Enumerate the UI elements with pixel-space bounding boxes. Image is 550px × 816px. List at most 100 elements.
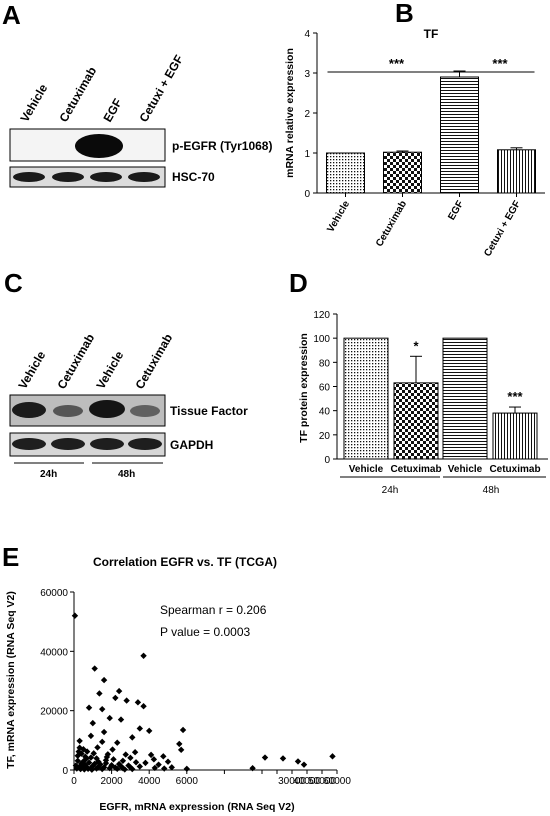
scatter-point — [74, 757, 81, 765]
scatter-point — [150, 756, 158, 763]
panel-letter-b: B — [395, 0, 414, 28]
chart-e: E Correlation EGFR vs. TF (TCGA)020000400… — [2, 542, 351, 813]
scatter-point — [127, 764, 134, 771]
scatter-point — [76, 763, 83, 770]
scatter-point — [95, 758, 102, 765]
scatter-point — [81, 766, 88, 773]
bar — [497, 149, 536, 194]
scatter-point — [104, 751, 112, 758]
scatter-point — [82, 761, 89, 769]
x-axis-label: EGFR, mRNA expression (RNA Seq V2) — [99, 801, 294, 813]
scatter-point — [136, 763, 143, 770]
scatter-point — [96, 690, 103, 697]
scatter-point — [93, 755, 100, 762]
panel-letter-a: A — [2, 0, 21, 30]
x-tick-label: Vehicle — [349, 464, 384, 475]
scatter-point — [75, 748, 82, 755]
p-egfr-band — [75, 134, 123, 158]
x-tick-label: 40000 — [293, 776, 321, 787]
blot-label-hsc70: HSC-70 — [172, 170, 215, 184]
panel-letter-e: E — [2, 542, 19, 572]
scatter-point — [100, 764, 108, 771]
scatter-point — [161, 765, 168, 772]
blot-label-gapdh: GAPDH — [170, 438, 213, 452]
bar — [492, 412, 538, 460]
y-tick-label: 0 — [304, 189, 310, 200]
x-tick-label: 60000 — [323, 776, 351, 787]
x-tick-label: Cetuximab — [489, 464, 540, 475]
y-tick-label: 40000 — [40, 647, 68, 658]
scatter-point — [164, 758, 172, 765]
hsc70-band — [90, 172, 122, 182]
group-label: 24h — [382, 485, 399, 496]
scatter-point — [87, 754, 95, 761]
time-label-24h: 24h — [40, 469, 57, 480]
scatter-point — [71, 612, 79, 619]
hsc70-band — [52, 172, 84, 182]
x-tick-label: Vehicle — [448, 464, 483, 475]
scatter-point — [89, 762, 96, 770]
y-axis-label: TF, mRNA expression (RNA Seq V2) — [5, 591, 17, 769]
scatter-point — [115, 687, 123, 695]
scatter-point — [76, 737, 83, 745]
bar-significance-label: * — [413, 338, 419, 353]
x-tick-label: Cetuximab — [374, 199, 409, 249]
significance-label: *** — [389, 56, 405, 71]
x-tick-label: Cetuxi + EGF — [482, 199, 523, 259]
panel-letter-d: D — [289, 268, 308, 298]
scatter-point — [73, 765, 81, 772]
bar — [440, 76, 479, 194]
scatter-point — [94, 744, 101, 751]
scatter-point — [72, 762, 80, 769]
bar — [326, 152, 365, 194]
y-tick-label: 0 — [62, 766, 68, 777]
scatter-point — [77, 765, 84, 773]
scatter-point — [89, 719, 96, 727]
chart-b: B TF 0 1 2 3 4 mRNA relative expression Vehicle C… — [284, 0, 545, 259]
scatter-point — [106, 765, 113, 772]
tf-band — [89, 400, 125, 418]
y-tick-label: 20 — [319, 431, 331, 442]
gapdh-band — [51, 438, 85, 450]
scatter-point — [177, 746, 185, 754]
scatter-point — [83, 748, 91, 755]
y-tick-label: 3 — [304, 69, 310, 80]
x-tick-label: 6000 — [176, 776, 199, 787]
gapdh-band — [90, 438, 124, 450]
y-tick-label: 2 — [304, 109, 310, 120]
y-tick-label: 4 — [304, 29, 310, 40]
gapdh-band — [128, 438, 162, 450]
annotation-spearman: Spearman r = 0.206 — [160, 603, 267, 617]
scatter-point — [122, 751, 129, 758]
scatter-point — [95, 763, 102, 770]
scatter-point — [151, 764, 159, 772]
bar — [393, 382, 439, 460]
bar-significance-label: *** — [507, 389, 523, 404]
scatter-point — [176, 740, 183, 748]
y-tick-label: 40 — [319, 407, 331, 418]
scatter-point — [102, 757, 110, 764]
scatter-point — [85, 759, 93, 766]
scatter-point — [249, 765, 256, 772]
x-tick-label: Cetuximab — [390, 464, 441, 475]
hsc70-band — [128, 172, 160, 182]
scatter-point — [78, 760, 85, 767]
y-tick-label: 0 — [324, 455, 330, 466]
scatter-point — [329, 753, 336, 760]
chart-title: TF — [424, 27, 439, 41]
scatter-point — [97, 761, 104, 768]
x-tick-label: 4000 — [138, 776, 161, 787]
bar — [442, 337, 488, 460]
scatter-point — [129, 734, 136, 741]
scatter-point — [147, 751, 155, 759]
scatter-point — [294, 758, 302, 765]
scatter-point — [140, 703, 147, 710]
y-tick-label: 60000 — [40, 588, 68, 599]
scatter-point — [119, 757, 127, 765]
scatter-point — [114, 739, 121, 746]
y-tick-label: 100 — [313, 334, 330, 345]
y-tick-label: 120 — [313, 310, 330, 321]
scatter-point — [129, 765, 136, 773]
hsc70-band — [13, 172, 45, 182]
